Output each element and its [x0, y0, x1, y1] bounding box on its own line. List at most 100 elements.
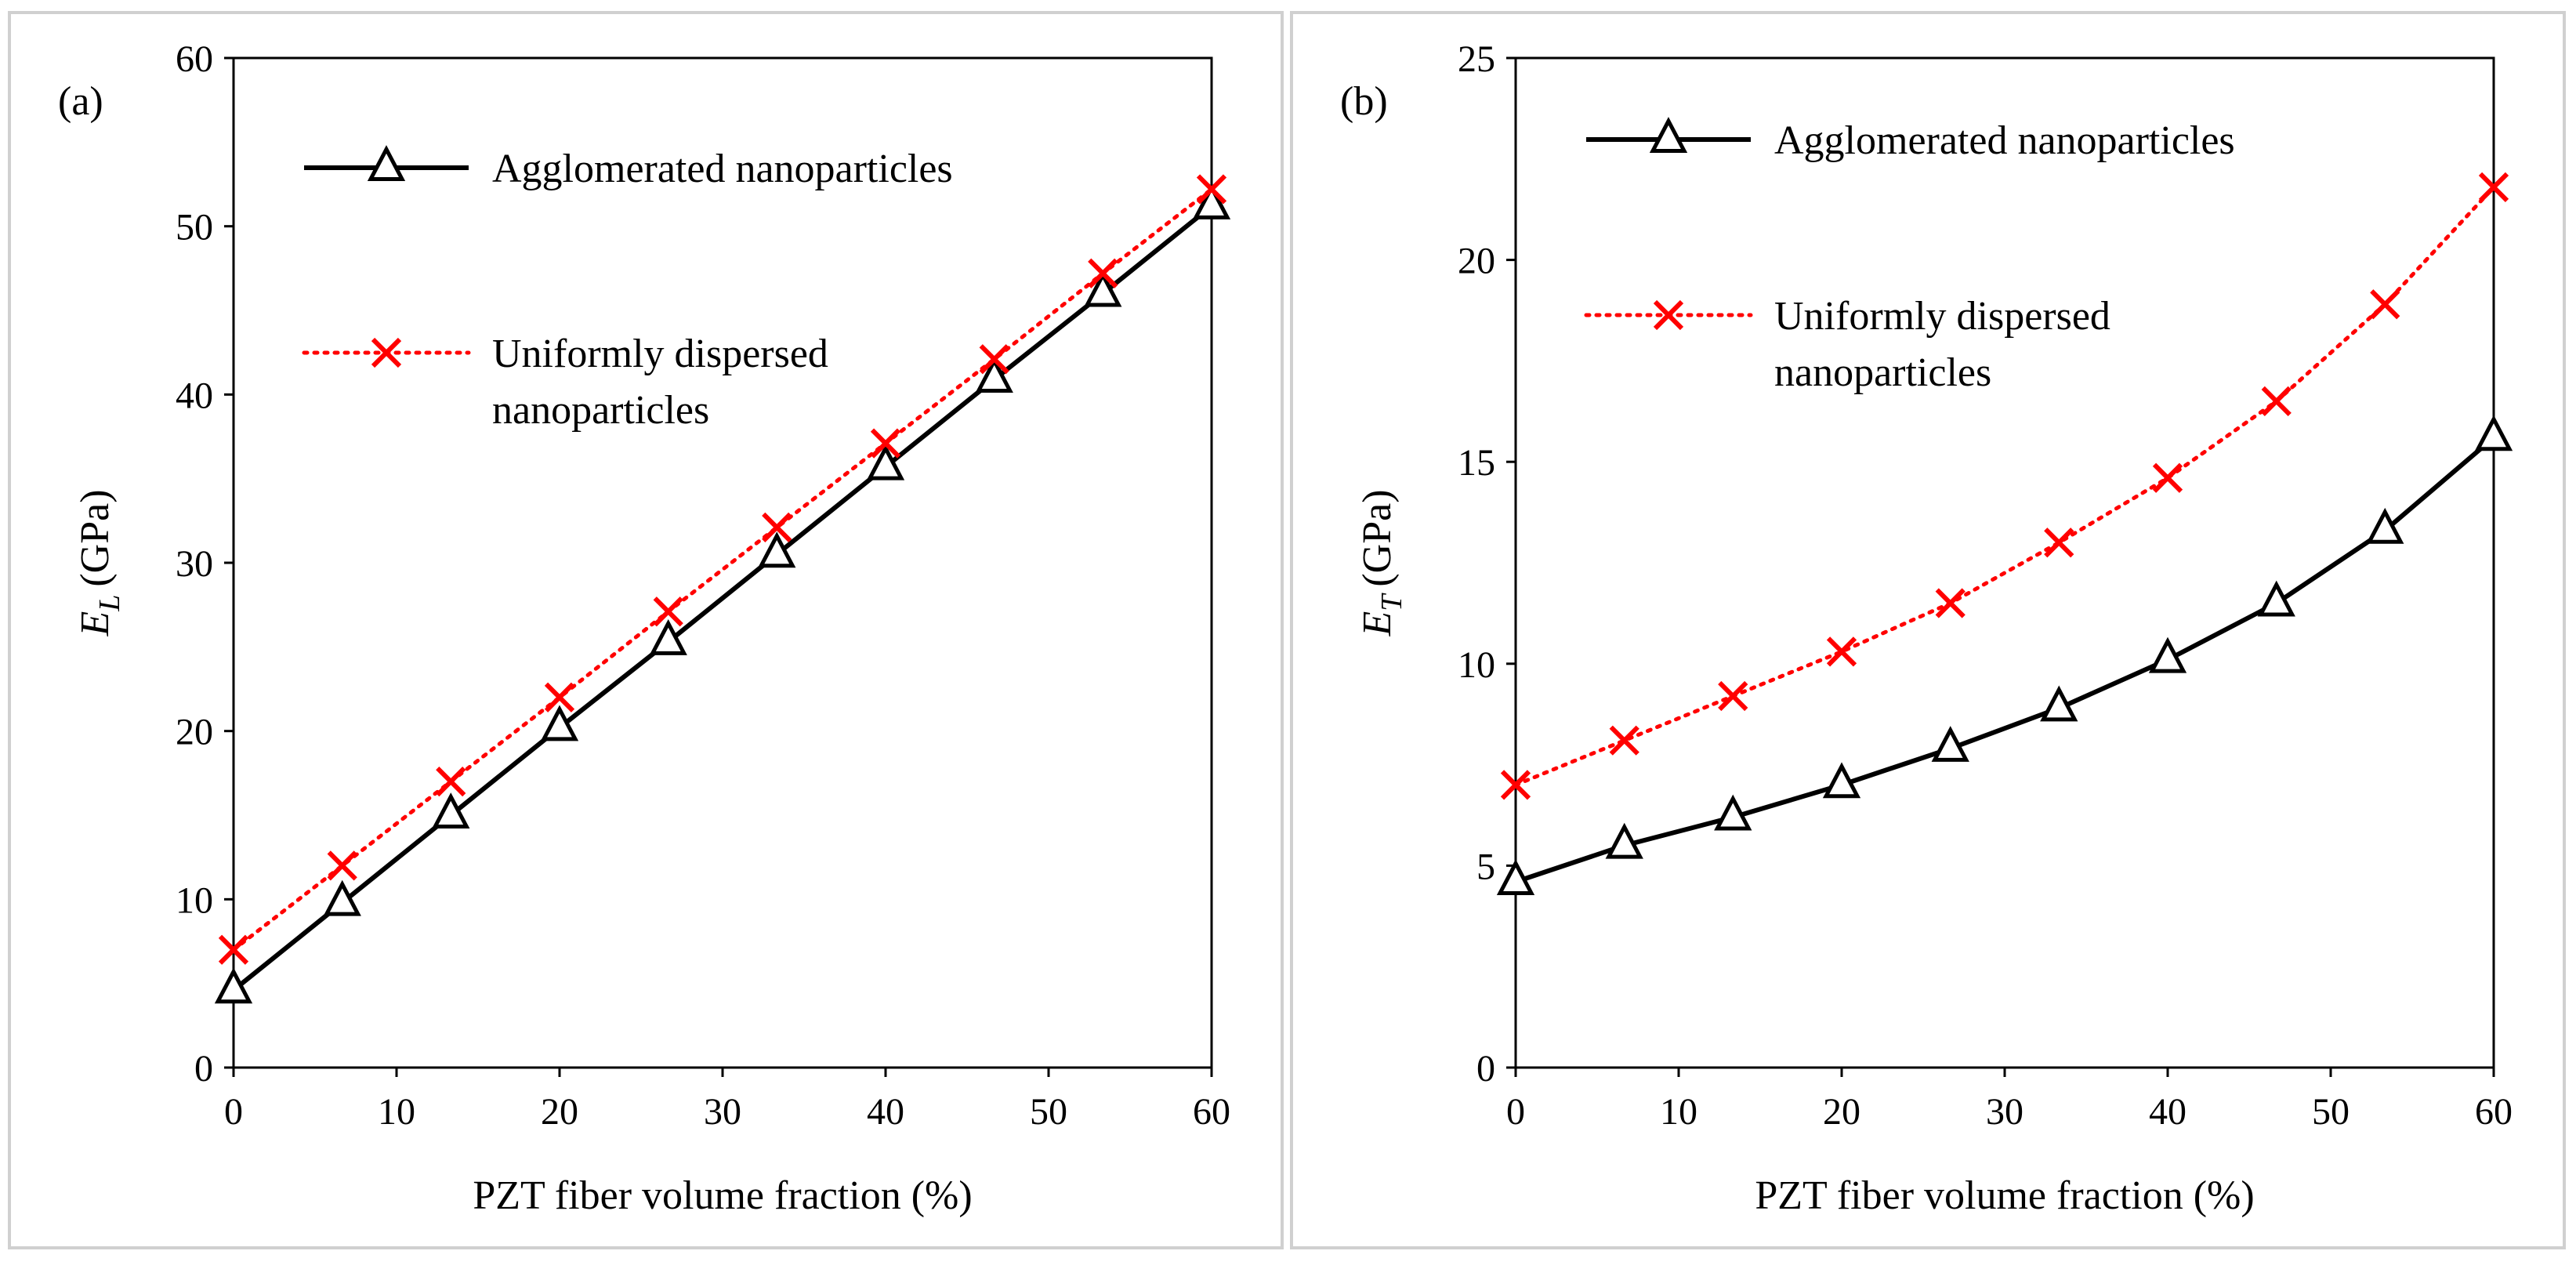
- x-tick-label: 60: [1193, 1091, 1230, 1133]
- x-tick-label: 30: [704, 1091, 741, 1133]
- data-point-uniform: [2370, 289, 2400, 320]
- data-point-uniform: [2152, 462, 2183, 493]
- y-tick-label: 10: [1458, 644, 1495, 686]
- data-point-uniform: [436, 766, 466, 797]
- data-point-uniform: [1609, 725, 1639, 756]
- chart-b-svg: (b) 0 5 10 15 20 25 0 10 20 30 40 50 60 PZT fiber volu…: [1340, 38, 2513, 1218]
- y-tick-label: 20: [1458, 241, 1495, 282]
- chart-panel-b: (b) 0 5 10 15 20 25 0 10 20 30 40 50 60 PZT fiber volu…: [1290, 11, 2566, 1249]
- x-marker-stroke: [1609, 725, 1639, 756]
- x-marker-stroke: [1196, 174, 1227, 205]
- x-marker-stroke: [762, 512, 792, 543]
- legend-marker-uniform: [371, 337, 402, 368]
- data-point-uniform: [870, 428, 901, 459]
- y-axis-label: ET (GPa): [1355, 489, 1408, 636]
- data-point-agglomerated: [214, 967, 253, 1004]
- legend-marker-uniform: [1653, 299, 1684, 331]
- x-marker-stroke: [371, 337, 402, 368]
- y-axis-unit: (GPa): [1355, 489, 1400, 586]
- x-marker-stroke: [1718, 680, 1748, 712]
- data-point-uniform: [762, 512, 792, 543]
- data-point-agglomerated: [1192, 183, 1231, 219]
- x-marker-stroke: [2152, 462, 2183, 493]
- x-marker-stroke: [870, 428, 901, 459]
- x-marker-stroke: [218, 934, 249, 965]
- y-tick-label: 5: [1476, 846, 1495, 887]
- data-point-agglomerated: [540, 705, 579, 741]
- y-axis-subscript: L: [93, 595, 126, 612]
- y-tick-label: 50: [176, 207, 213, 248]
- data-point-uniform: [1935, 588, 1966, 618]
- x-marker-stroke: [327, 850, 357, 881]
- data-point-agglomerated: [323, 879, 361, 916]
- x-tick-label: 40: [867, 1091, 904, 1133]
- data-point-agglomerated: [649, 618, 687, 655]
- data-point-uniform: [544, 682, 575, 712]
- legend-label-agglomerated: Agglomerated nanoparticles: [492, 147, 953, 191]
- x-tick-label: 0: [224, 1091, 243, 1133]
- chart-a-svg: (a) 0 10 20 30 40 50 60 0 10 20 30 40 50 60 PZT fiber v…: [58, 38, 1231, 1218]
- data-point-agglomerated: [1605, 822, 1643, 859]
- y-axis-subscript: T: [1375, 593, 1408, 611]
- x-axis-label: PZT fiber volume fraction (%): [1755, 1173, 2254, 1218]
- x-axis-label: PZT fiber volume fraction (%): [473, 1173, 972, 1218]
- data-point-uniform: [1826, 636, 1857, 667]
- data-point-uniform: [1196, 174, 1227, 205]
- x-tick-label: 10: [1660, 1091, 1697, 1133]
- data-point-uniform: [218, 934, 249, 965]
- x-tick-label: 50: [1030, 1091, 1067, 1133]
- data-point-uniform: [2261, 386, 2292, 417]
- panel-label: (a): [58, 79, 103, 124]
- data-point-uniform: [1088, 258, 1118, 288]
- y-tick-label: 0: [1476, 1048, 1495, 1090]
- x-marker-stroke: [2370, 289, 2400, 320]
- data-point-agglomerated: [2040, 685, 2078, 722]
- series-line-uniform: [231, 187, 1214, 952]
- x-tick-label: 10: [378, 1091, 415, 1133]
- data-point-agglomerated: [1931, 726, 1969, 762]
- x-marker-stroke: [544, 682, 575, 712]
- series-line-agglomerated: [232, 204, 1213, 992]
- y-tick-label: 15: [1458, 442, 1495, 484]
- legend-label-uniform: Uniformly dispersed: [492, 332, 828, 376]
- legend-marker-agglomerated: [367, 145, 406, 181]
- plot-frame: [232, 56, 1213, 1069]
- y-axis-symbol: E: [73, 611, 118, 637]
- x-tick-label: 20: [1823, 1091, 1860, 1133]
- legend-label-uniform: nanoparticles: [492, 388, 709, 433]
- data-point-agglomerated: [1084, 270, 1122, 307]
- x-tick-label: 50: [2312, 1091, 2350, 1133]
- legend-label-uniform: nanoparticles: [1774, 350, 1991, 395]
- y-axis-symbol: E: [1355, 611, 1400, 637]
- data-point-agglomerated: [1496, 859, 1535, 895]
- data-point-agglomerated: [1714, 794, 1752, 831]
- x-marker-stroke: [2261, 386, 2292, 417]
- y-tick-label: 0: [194, 1048, 213, 1090]
- y-axis-unit: (GPa): [73, 489, 118, 586]
- x-marker-stroke: [436, 766, 466, 797]
- x-marker-stroke: [653, 596, 683, 627]
- x-marker-stroke: [2044, 528, 2074, 558]
- y-tick-label: 25: [1458, 38, 1495, 80]
- data-point-agglomerated: [2474, 415, 2513, 451]
- data-point-agglomerated: [975, 357, 1013, 393]
- legend-label-agglomerated: Agglomerated nanoparticles: [1774, 118, 2235, 163]
- y-tick-label: 40: [176, 375, 213, 416]
- plot-frame: [1514, 56, 2495, 1069]
- y-tick-label: 20: [176, 712, 213, 753]
- x-marker-stroke: [1500, 770, 1531, 800]
- data-point-agglomerated: [1822, 762, 1861, 799]
- y-tick-label: 30: [176, 543, 213, 585]
- data-point-agglomerated: [2257, 580, 2295, 617]
- x-tick-label: 20: [541, 1091, 578, 1133]
- data-point-agglomerated: [758, 531, 796, 568]
- y-tick-label: 10: [176, 879, 213, 921]
- data-point-uniform: [327, 850, 357, 881]
- data-point-agglomerated: [866, 444, 905, 480]
- x-marker-stroke: [2478, 172, 2509, 202]
- x-marker-stroke: [979, 344, 1009, 375]
- data-point-agglomerated: [2148, 636, 2187, 673]
- data-point-uniform: [2478, 172, 2509, 202]
- x-marker-stroke: [1088, 258, 1118, 288]
- series-line-agglomerated: [1515, 436, 2495, 884]
